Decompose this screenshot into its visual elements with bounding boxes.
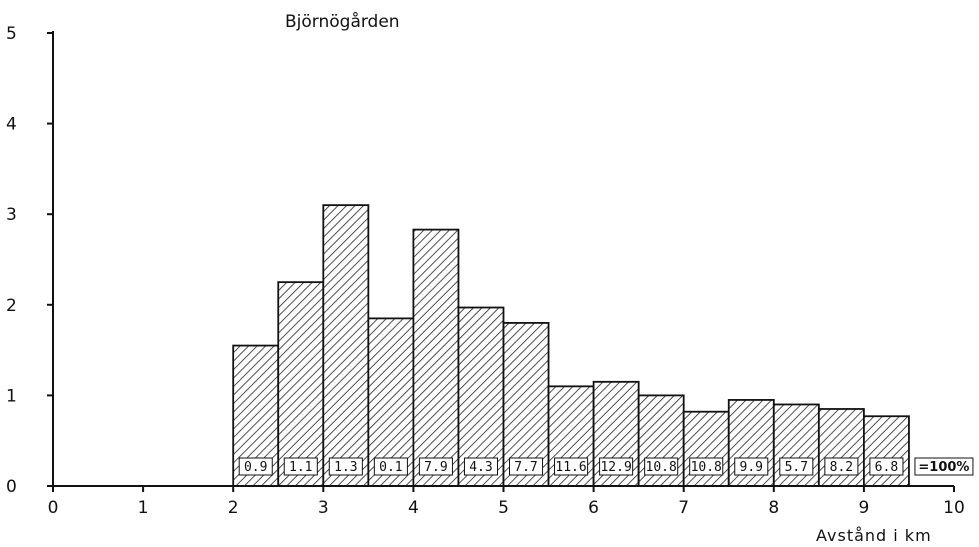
x-tick-label: 6: [588, 498, 599, 518]
data-label: 0.9: [244, 460, 267, 475]
data-label: 10.8: [646, 460, 677, 475]
x-tick-label: 4: [408, 498, 419, 518]
data-label-box: [554, 457, 589, 476]
data-label: 1.1: [289, 460, 312, 475]
data-label: 11.6: [555, 460, 586, 475]
data-label-box: [644, 457, 679, 476]
x-tick-label: 1: [138, 498, 149, 518]
data-label: 8.2: [830, 460, 853, 475]
x-tick-label: 5: [498, 498, 509, 518]
data-label-box: [824, 457, 859, 476]
data-label-box: [869, 457, 904, 476]
x-axis-label: Avstånd i km: [816, 526, 932, 545]
data-label-box: [734, 457, 769, 476]
x-tick-label: 9: [858, 498, 869, 518]
data-label: 6.8: [875, 460, 898, 475]
data-label: 5.7: [785, 460, 808, 475]
histogram-bar: [277, 281, 325, 487]
data-label: 1.3: [334, 460, 357, 475]
data-label-box: [509, 457, 544, 476]
y-tick-label: 3: [6, 205, 17, 225]
x-tick-label: 0: [48, 498, 59, 518]
y-tick-label: 1: [6, 386, 17, 406]
y-tick-label: 5: [6, 24, 17, 44]
y-tick-label: 2: [6, 296, 17, 316]
data-labels-group: 0.9 1.1 1.3 0.1 7.9 4.3 7.7 11.6 12.9 10.8 10.8 9.9…: [238, 457, 974, 476]
chart-title: Björnögården: [285, 11, 400, 32]
data-label: 7.9: [424, 460, 447, 475]
data-label-box: [599, 457, 634, 476]
data-label: 7.7: [514, 460, 537, 475]
data-label-box: [689, 457, 724, 476]
bars-group: [232, 204, 910, 487]
x-tick-label: 7: [678, 498, 689, 518]
x-axis-ticks: 0 1 2 3 4 5 6 7 8 9 10: [48, 486, 965, 518]
data-label: 4.3: [469, 460, 492, 475]
data-label-box: [373, 457, 408, 476]
x-tick-label: 3: [318, 498, 329, 518]
data-label-box: [328, 457, 363, 476]
x-tick-label: 10: [943, 498, 965, 518]
data-label-box: [463, 457, 499, 476]
data-label: 0.1: [379, 460, 402, 475]
data-label: 9.9: [740, 460, 763, 475]
data-label-box: [779, 457, 814, 476]
total-label: =100%: [918, 460, 969, 475]
data-label: 10.8: [691, 460, 722, 475]
y-tick-label: 4: [6, 115, 17, 135]
histogram-bar: [322, 204, 370, 487]
x-tick-label: 8: [768, 498, 779, 518]
data-label: 12.9: [600, 460, 631, 475]
histogram-bar: [412, 228, 460, 487]
data-label-box: [418, 457, 453, 476]
data-label-box: [283, 457, 318, 476]
x-tick-label: 2: [228, 498, 239, 518]
total-label-box: [914, 457, 974, 476]
y-axis-ticks: 0 1 2 3 4 5: [6, 24, 53, 497]
data-label-box: [238, 457, 273, 476]
histogram-bar: [863, 415, 910, 487]
y-tick-label: 0: [6, 477, 17, 497]
